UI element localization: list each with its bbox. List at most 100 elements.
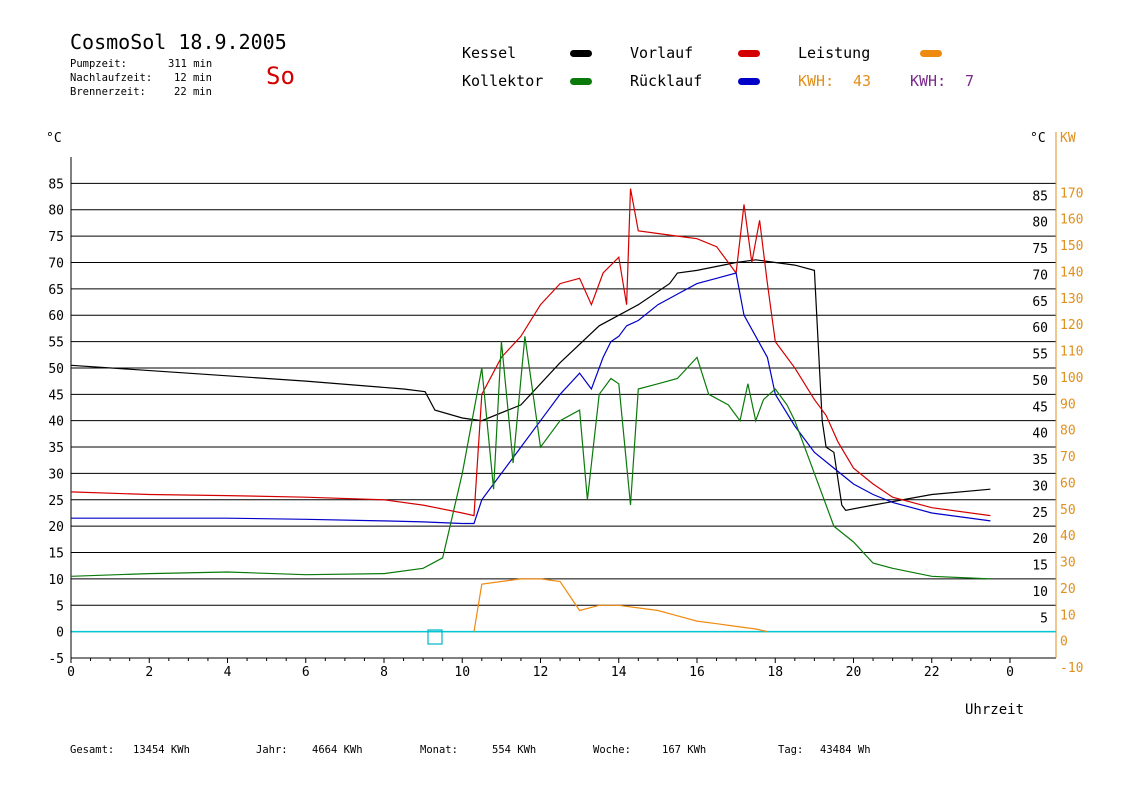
y-tick-right: 15 <box>1032 559 1048 574</box>
chart-series <box>70 188 991 633</box>
y-tick-power: 0 <box>1060 635 1068 650</box>
y-tick-left: 80 <box>48 204 64 219</box>
y-tick-right: 80 <box>1032 216 1048 231</box>
y-tick-right: 30 <box>1032 479 1048 494</box>
y-axis-label-right: °C <box>1030 131 1046 146</box>
y-tick-power: 70 <box>1060 450 1076 465</box>
x-tick-label: 20 <box>846 665 862 680</box>
legend-kessel-swatch <box>570 50 592 57</box>
y-tick-power: 60 <box>1060 476 1076 491</box>
y-tick-power: 50 <box>1060 503 1076 518</box>
chart-grid <box>71 182 1056 633</box>
kwh-burner-label: KWH: <box>910 72 947 90</box>
y-tick-power: 150 <box>1060 239 1083 254</box>
page-title: CosmoSol 18.9.2005 <box>70 30 287 54</box>
y-tick-power: -10 <box>1060 661 1083 676</box>
y-tick-right: 75 <box>1032 242 1048 257</box>
y-tick-right: 70 <box>1032 268 1048 283</box>
y-tick-right: 60 <box>1032 321 1048 336</box>
legend-leistung-swatch <box>920 50 942 57</box>
series-line-kessel <box>70 259 991 511</box>
footer-woche-label: Woche: <box>593 744 631 756</box>
y-tick-right: 55 <box>1032 348 1048 363</box>
x-tick-label: 18 <box>767 665 783 680</box>
pumpzeit-label: Pumpzeit: <box>70 58 127 70</box>
x-tick-label: 4 <box>224 665 232 680</box>
y-tick-right: 45 <box>1032 400 1048 415</box>
y-tick-left: 25 <box>48 494 64 509</box>
x-tick-label: 22 <box>924 665 940 680</box>
y-tick-left: -5 <box>48 652 64 667</box>
x-tick-label: 10 <box>454 665 470 680</box>
series-line-rcklauf <box>71 272 991 525</box>
y-tick-power: 160 <box>1060 213 1083 228</box>
y-axis-label-left: °C <box>46 131 62 146</box>
legend-vorlauf-label: Vorlauf <box>630 44 694 62</box>
y-tick-left: 55 <box>48 336 64 351</box>
y-tick-power: 90 <box>1060 397 1076 412</box>
y-tick-left: 5 <box>56 599 64 614</box>
chart-axes <box>70 132 1057 659</box>
x-axis-label: Uhrzeit <box>965 702 1024 718</box>
y-tick-left: 15 <box>48 547 64 562</box>
series-line-vorlauf <box>70 188 991 517</box>
y-tick-left: 20 <box>48 520 64 535</box>
y-tick-power: 100 <box>1060 371 1083 386</box>
y-tick-right: 35 <box>1032 453 1048 468</box>
y-tick-left: 10 <box>48 573 64 588</box>
weekday-label: So <box>266 62 295 90</box>
y-tick-left: 30 <box>48 467 64 482</box>
y-tick-right: 5 <box>1040 611 1048 626</box>
y-tick-left: 65 <box>48 283 64 298</box>
footer-tag-label: Tag: <box>778 744 804 756</box>
legend-kollektor-label: Kollektor <box>462 72 544 90</box>
y-tick-right: 20 <box>1032 532 1048 547</box>
legend-kollektor-swatch <box>570 78 592 85</box>
y-tick-left: 70 <box>48 256 64 271</box>
brennerzeit-value: 22 min <box>174 86 212 98</box>
x-tick-label: 0 <box>1006 665 1014 680</box>
kwh-solar-value: 43 <box>853 72 872 90</box>
y-tick-right: 50 <box>1032 374 1048 389</box>
y-tick-left: 75 <box>48 230 64 245</box>
x-tick-label: 16 <box>689 665 705 680</box>
footer-gesamt-value: 13454 KWh <box>133 744 190 756</box>
y-tick-power: 40 <box>1060 529 1076 544</box>
nachlaufzeit-label: Nachlaufzeit: <box>70 72 153 84</box>
series-line-kollektor <box>70 336 991 580</box>
footer-gesamt-label: Gesamt: <box>70 744 115 756</box>
x-tick-label: 2 <box>145 665 153 680</box>
y-tick-power: 30 <box>1060 556 1076 571</box>
y-tick-power: 120 <box>1060 318 1083 333</box>
y-tick-right: 85 <box>1032 189 1048 204</box>
nachlaufzeit-value: 12 min <box>174 72 212 84</box>
y-tick-power: 20 <box>1060 582 1076 597</box>
footer-jahr-value: 4664 KWh <box>312 744 363 756</box>
y-tick-power: 170 <box>1060 186 1083 201</box>
y-tick-left: 60 <box>48 309 64 324</box>
y-tick-left: 50 <box>48 362 64 377</box>
y-tick-left: 0 <box>56 626 64 641</box>
y-tick-right: 40 <box>1032 427 1048 442</box>
x-tick-label: 12 <box>533 665 549 680</box>
x-tick-label: 6 <box>302 665 310 680</box>
footer-woche-value: 167 KWh <box>662 744 707 756</box>
x-tick-label: 14 <box>611 665 627 680</box>
y-tick-left: 35 <box>48 441 64 456</box>
y-tick-right: 25 <box>1032 506 1048 521</box>
footer-jahr-label: Jahr: <box>256 744 288 756</box>
kwh-burner-value: 7 <box>965 72 975 90</box>
y-tick-power: 130 <box>1060 292 1083 307</box>
series-line-leistung <box>473 578 768 633</box>
y-tick-power: 10 <box>1060 608 1076 623</box>
legend-leistung-label: Leistung <box>798 44 871 62</box>
legend-vorlauf-swatch <box>738 50 760 57</box>
y-tick-power: 110 <box>1060 345 1083 360</box>
y-tick-left: 85 <box>48 177 64 192</box>
y-tick-right: 65 <box>1032 295 1048 310</box>
footer-monat-value: 554 KWh <box>492 744 537 756</box>
y-tick-left: 40 <box>48 415 64 430</box>
legend-ruecklauf-label: Rücklauf <box>630 72 703 90</box>
y-tick-right: 10 <box>1032 585 1048 600</box>
